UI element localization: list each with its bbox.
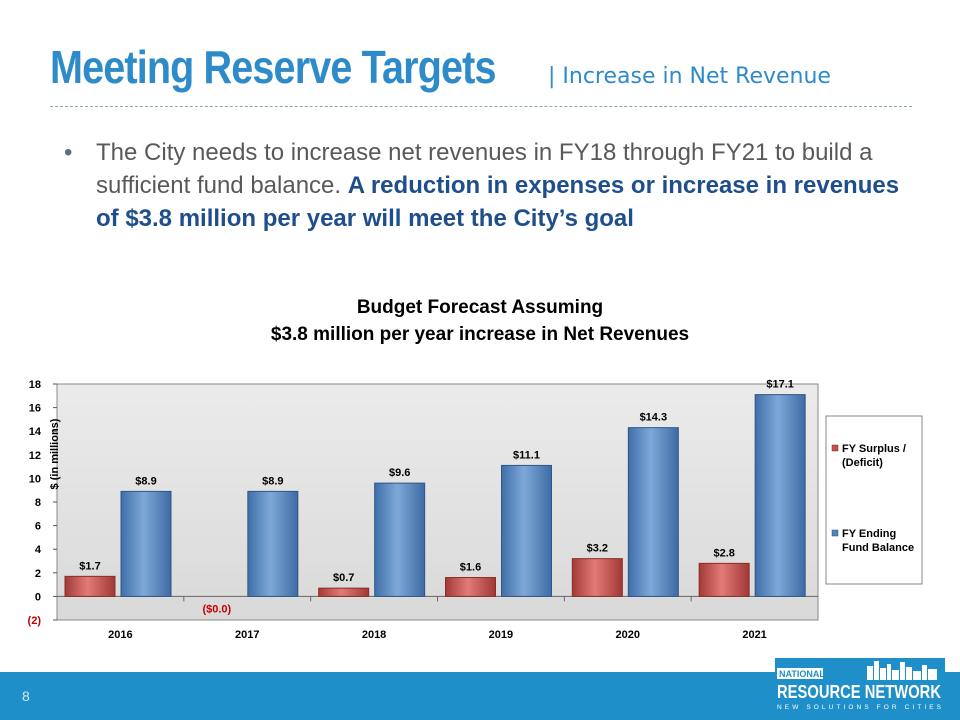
data-label: $11.1: [513, 449, 540, 461]
y-tick-label: 2: [35, 568, 41, 580]
logo-main-text: RESOURCE NETWORK: [777, 682, 941, 702]
legend-box: [825, 415, 923, 585]
bar-fund-balance: [374, 482, 426, 597]
x-tick-label: 2019: [489, 629, 513, 641]
bar-surplus: [318, 587, 370, 597]
chart-title: Budget Forecast Assuming $3.8 million pe…: [0, 294, 960, 348]
data-label: $3.2: [587, 543, 608, 555]
data-label: $8.9: [262, 475, 283, 487]
y-tick-label: 16: [29, 403, 41, 415]
y-tick-label: 18: [29, 379, 41, 391]
data-label: $9.6: [389, 467, 410, 479]
y-tick-label: 12: [29, 450, 41, 462]
y-tick-label: 8: [35, 497, 41, 509]
data-label: ($0.0): [202, 603, 231, 615]
y-tick-label: 14: [29, 426, 42, 438]
bullet-emphasis-text: A reduction in expenses or increase in r…: [96, 172, 900, 232]
slide-title-row: Meeting Reserve Targets: [50, 40, 568, 94]
legend-swatch: [831, 444, 839, 452]
data-label: $2.8: [713, 547, 734, 559]
y-tick-label: 6: [35, 521, 41, 533]
bar-fund-balance: [501, 464, 552, 597]
title-divider: [50, 106, 912, 107]
x-tick-label: 2016: [108, 629, 132, 641]
bar-fund-balance: [120, 490, 172, 597]
bullet-plain-text: The City needs to increase net revenues …: [96, 139, 873, 199]
plot-area: [56, 383, 819, 621]
data-label: $1.7: [79, 560, 100, 572]
slide-subtitle: | Increase in Net Revenue: [548, 64, 831, 89]
y-tick-label: 10: [29, 473, 41, 485]
budget-forecast-chart: 18 16 14 12 10 8 6 4 2 0 (2) $ (in millions) 2016 $1.…: [28, 379, 923, 641]
x-tick-label: 2018: [362, 629, 386, 641]
legend-entry: FY Ending Fund Balance: [842, 528, 914, 554]
logo-top-text: NATIONAL: [779, 669, 825, 679]
y-tick-label: 4: [35, 544, 42, 556]
skyline-icon: [867, 661, 937, 680]
x-tick-label: 2021: [742, 629, 766, 641]
data-label: $17.1: [766, 379, 794, 391]
y-tick-label: 0: [35, 591, 41, 603]
bullet-text: The City needs to increase net revenues …: [66, 136, 906, 235]
y-tick-label: (2): [28, 615, 42, 627]
bar-fund-balance: [627, 427, 679, 597]
bar-surplus: [698, 562, 750, 597]
logo-tagline-text: NEW SOLUTIONS FOR CITIES: [777, 704, 942, 711]
chart-title-line1: Budget Forecast Assuming: [356, 297, 604, 318]
bar-fund-balance: [754, 394, 806, 597]
bar-surplus: [64, 575, 116, 597]
data-label: $0.7: [333, 572, 354, 584]
legend-entry: FY Surplus / (Deficit): [842, 443, 906, 469]
data-label: $8.9: [135, 475, 156, 487]
x-tick-label: 2020: [616, 629, 640, 641]
bullet-point: • The City needs to increase net revenue…: [64, 136, 906, 235]
data-label: $14.3: [640, 412, 668, 424]
page-number: 8: [22, 688, 30, 704]
bar-surplus: [571, 558, 623, 597]
bar-fund-balance: [247, 490, 299, 597]
bullet-dot-icon: •: [64, 139, 73, 166]
x-tick-label: 2017: [235, 629, 259, 641]
chart-title-line2: $3.8 million per year increase in Net Re…: [270, 324, 690, 345]
data-label: $1.6: [460, 562, 481, 574]
national-resource-network-logo: NATIONAL RESOURCE NETWORK NEW SOLUTIONS …: [775, 658, 945, 718]
bar-surplus: [445, 577, 496, 597]
y-axis-label: $ (in millions): [49, 418, 61, 489]
slide-title: Meeting Reserve Targets: [50, 41, 496, 93]
legend-swatch: [831, 529, 839, 537]
